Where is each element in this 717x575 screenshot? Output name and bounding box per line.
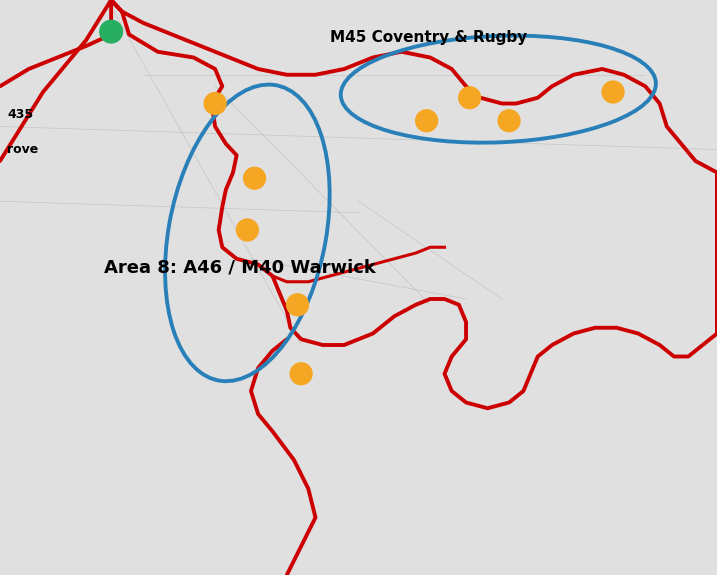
Text: rove: rove	[7, 143, 39, 156]
Text: 435: 435	[7, 109, 33, 121]
Point	[421, 116, 432, 125]
Point	[292, 300, 303, 309]
Point	[105, 27, 117, 36]
Point	[209, 99, 221, 108]
Text: M45 Coventry & Rugby: M45 Coventry & Rugby	[330, 30, 527, 45]
Point	[503, 116, 515, 125]
Point	[249, 174, 260, 183]
Point	[295, 369, 307, 378]
Point	[242, 225, 253, 235]
Point	[607, 87, 619, 97]
Point	[464, 93, 475, 102]
Text: Area 8: A46 / M40 Warwick: Area 8: A46 / M40 Warwick	[104, 258, 376, 277]
